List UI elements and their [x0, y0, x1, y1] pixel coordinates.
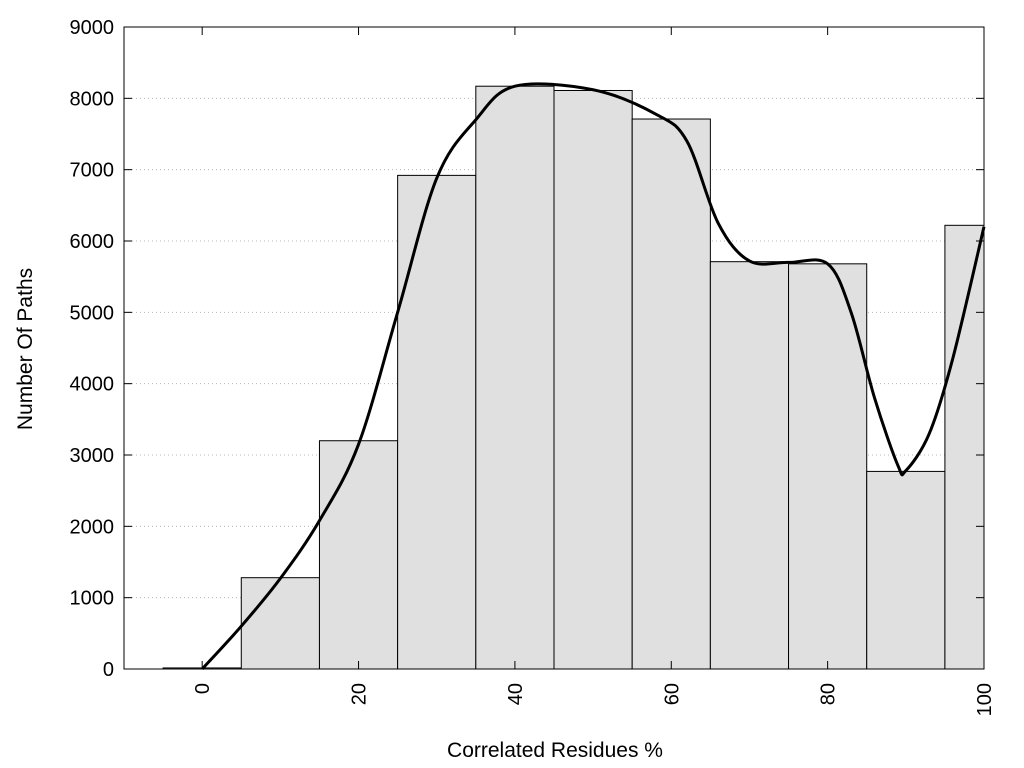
histogram-bar — [866, 470, 946, 670]
y-tick-label: 8000 — [70, 88, 115, 110]
histogram-bar — [553, 89, 633, 670]
y-tick-label: 1000 — [70, 588, 115, 610]
histogram-bar — [788, 263, 868, 670]
trend-curve-group — [201, 82, 986, 671]
histogram-bar — [240, 577, 320, 670]
y-axis-title: Number Of Paths — [14, 268, 37, 430]
plot-frame — [123, 26, 985, 670]
histogram-bar — [709, 261, 790, 670]
x-tick-label: 60 — [661, 683, 683, 705]
histogram-bar — [318, 440, 399, 670]
histogram-bar — [397, 174, 477, 670]
trend-curve — [201, 82, 986, 671]
histogram-bar — [475, 85, 555, 670]
x-tick-label: 20 — [349, 683, 371, 705]
x-tick-label: 80 — [818, 683, 840, 705]
x-tick-label: 0 — [192, 683, 214, 694]
y-tick-label: 2000 — [70, 516, 115, 538]
y-tick-label: 5000 — [70, 302, 115, 324]
y-tick-label: 9000 — [70, 17, 115, 39]
y-axis-ticks: 0 1000 2000 3000 4000 5000 6000 7000 8000 9000 — [70, 17, 984, 681]
y-tick-label: 4000 — [70, 374, 115, 396]
x-tick-label: 40 — [505, 683, 527, 705]
y-tick-label: 7000 — [70, 160, 115, 182]
y-tick-label: 6000 — [70, 231, 115, 253]
x-axis-ticks: 0 20 40 60 80 100 — [192, 27, 996, 716]
histogram-bars — [162, 85, 985, 670]
x-tick-label: 100 — [974, 683, 996, 716]
histogram-bar — [631, 118, 711, 670]
y-tick-label: 0 — [103, 659, 114, 681]
histogram-bar — [944, 224, 985, 670]
y-tick-label: 3000 — [70, 445, 115, 467]
x-axis-title: Correlated Residues % — [447, 739, 663, 762]
